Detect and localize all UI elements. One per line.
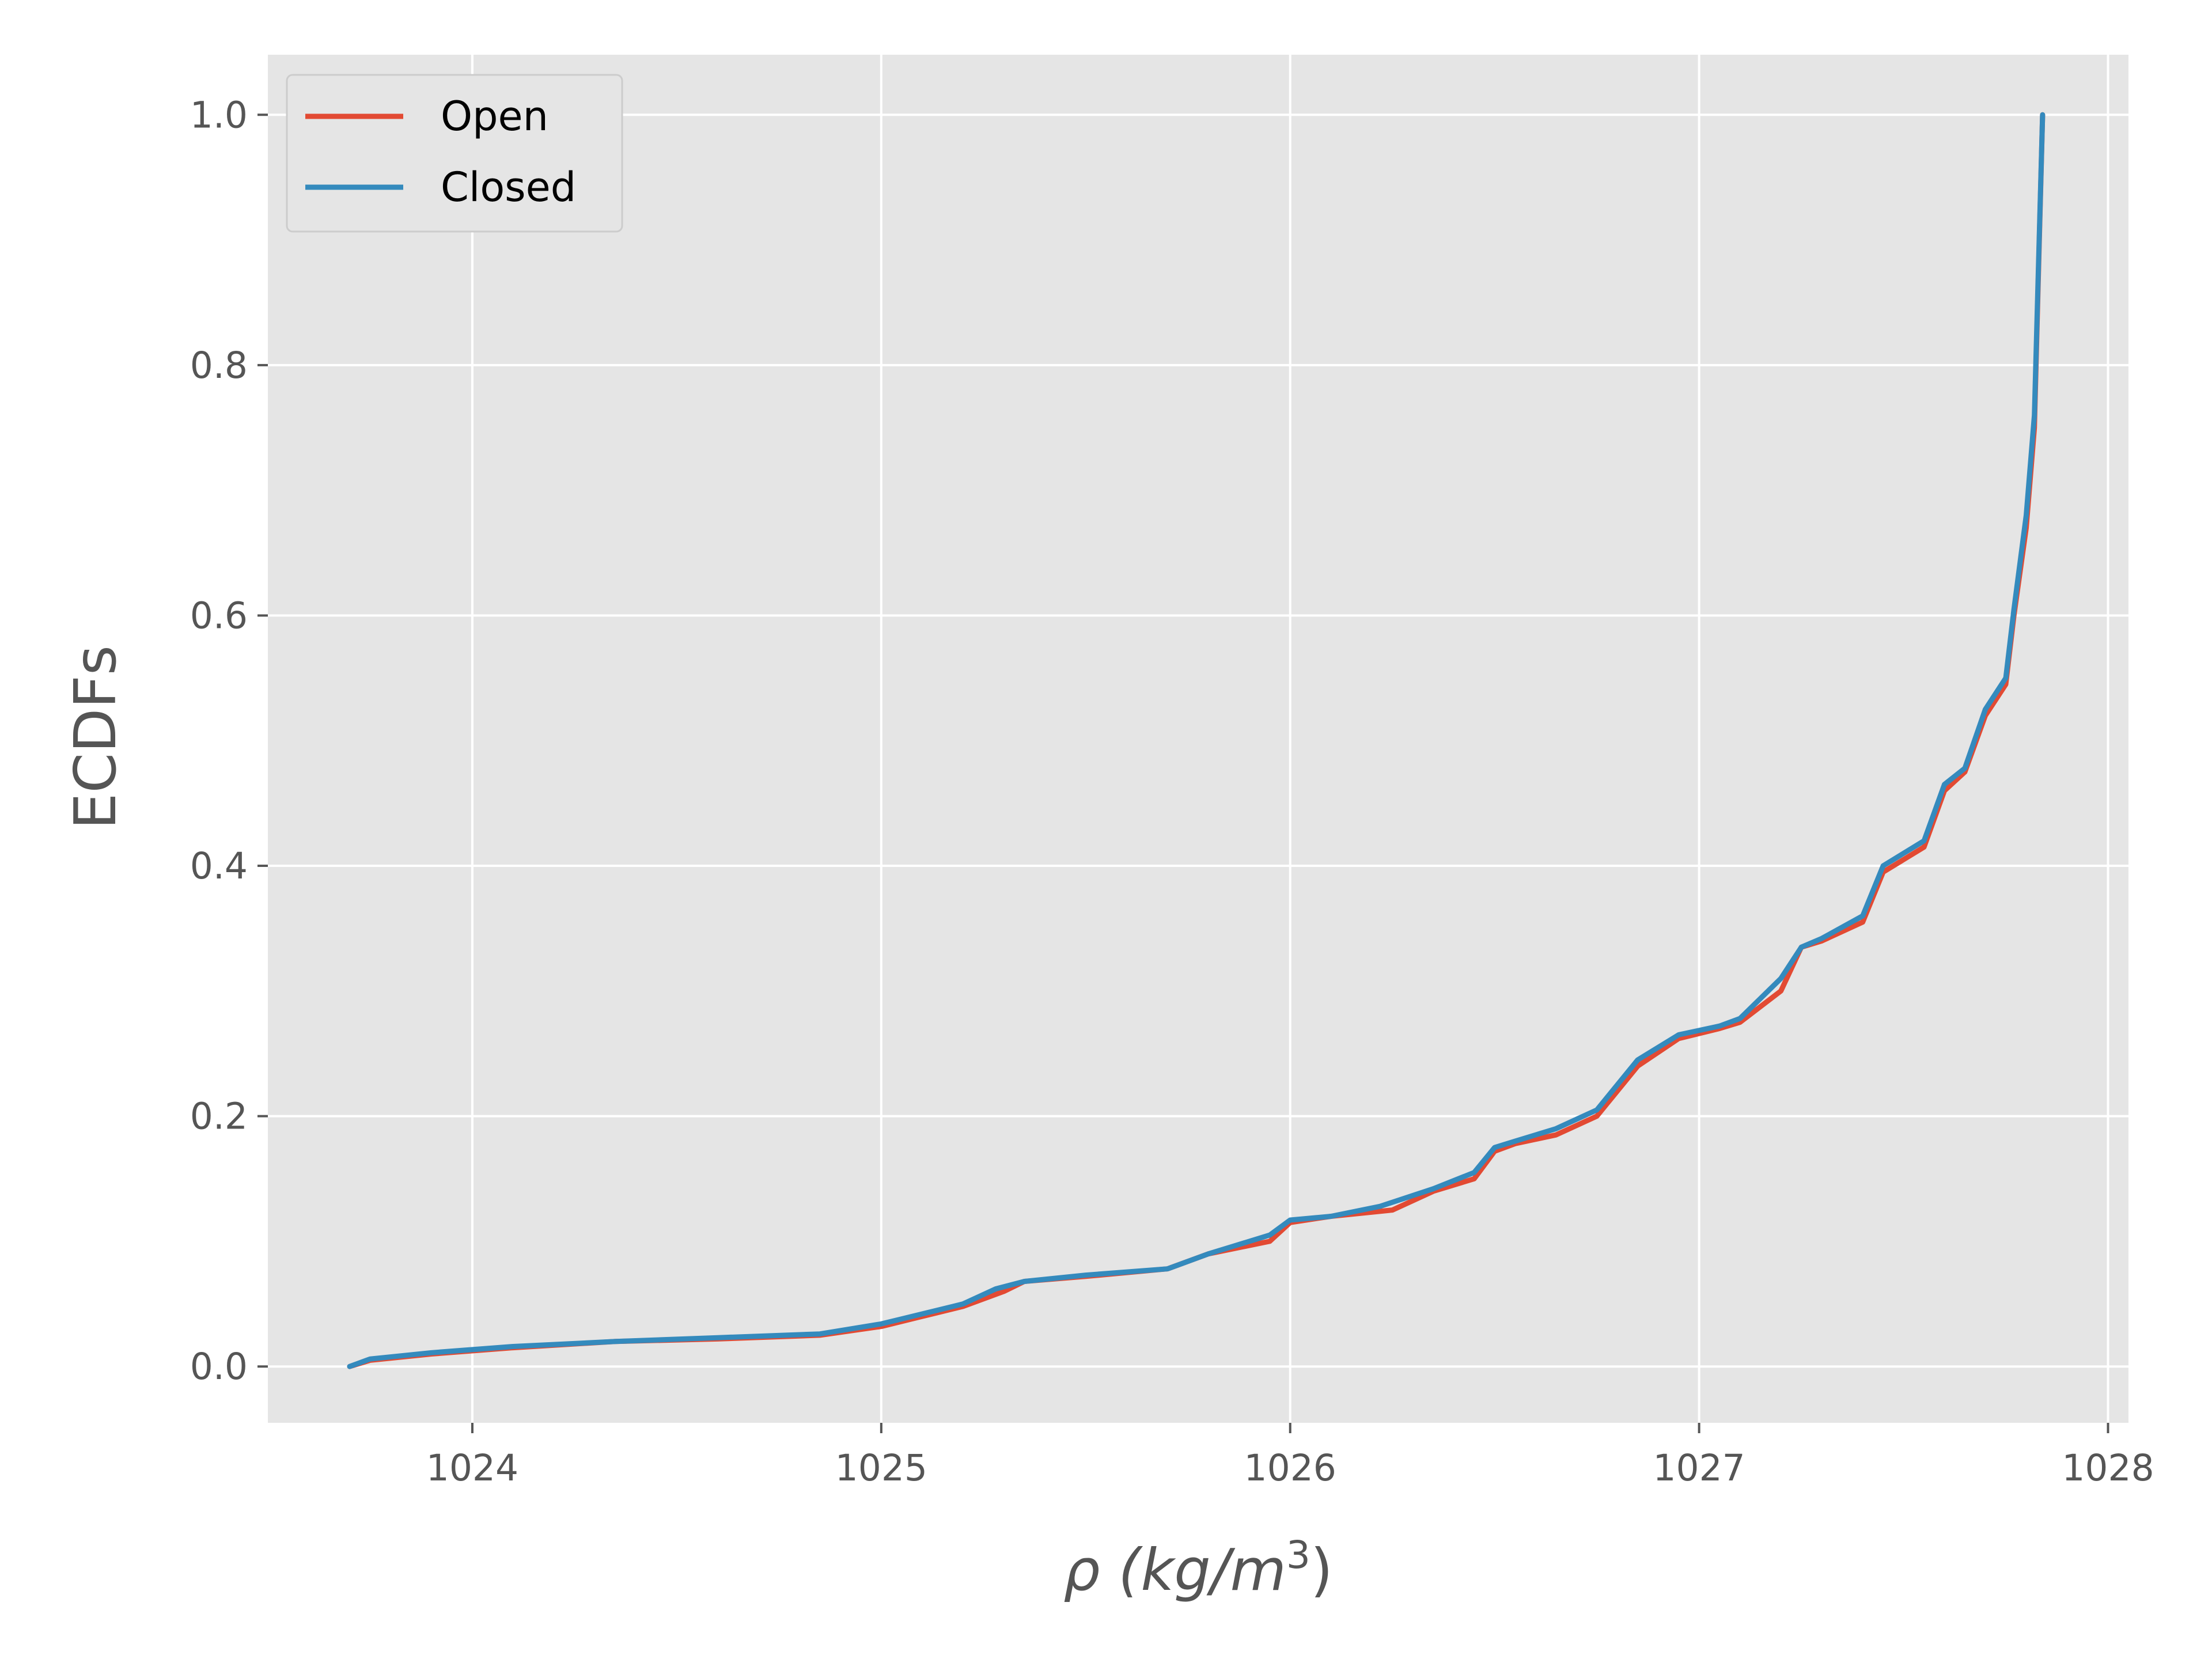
x-axis-label-main: ρ (kg/m [1063, 1536, 1286, 1604]
axis-ticks: 1024 1025 1026 1027 1028 0.0 0.2 0.4 0.6 0.8 1.0 [190, 94, 2154, 1489]
legend-label-closed: Closed [441, 164, 576, 211]
y-tick-label: 0.6 [190, 594, 248, 637]
y-axis-label: ECDFs [62, 645, 129, 830]
x-tick-label: 1024 [426, 1447, 518, 1489]
legend: Open Closed [286, 74, 623, 233]
x-axis-label-sup: 3 [1286, 1533, 1310, 1577]
y-tick-label: 1.0 [190, 94, 248, 136]
series-lines [347, 112, 2046, 1369]
x-axis-label: ρ (kg/m3) [1063, 1533, 1333, 1604]
series-line-closed [347, 112, 2046, 1369]
x-tick-label: 1027 [1653, 1447, 1745, 1489]
legend-label-open: Open [441, 93, 548, 140]
x-tick-label: 1026 [1244, 1447, 1336, 1489]
x-tick-label: 1025 [835, 1447, 927, 1489]
x-axis-label-close: ) [1310, 1536, 1333, 1604]
y-tick-label: 0.2 [190, 1096, 248, 1138]
x-tick-label: 1028 [2062, 1447, 2154, 1489]
y-tick-label: 0.4 [190, 845, 248, 887]
y-tick-label: 0.8 [190, 344, 248, 387]
plot-background [268, 55, 2128, 1423]
y-tick-label: 0.0 [190, 1346, 248, 1388]
